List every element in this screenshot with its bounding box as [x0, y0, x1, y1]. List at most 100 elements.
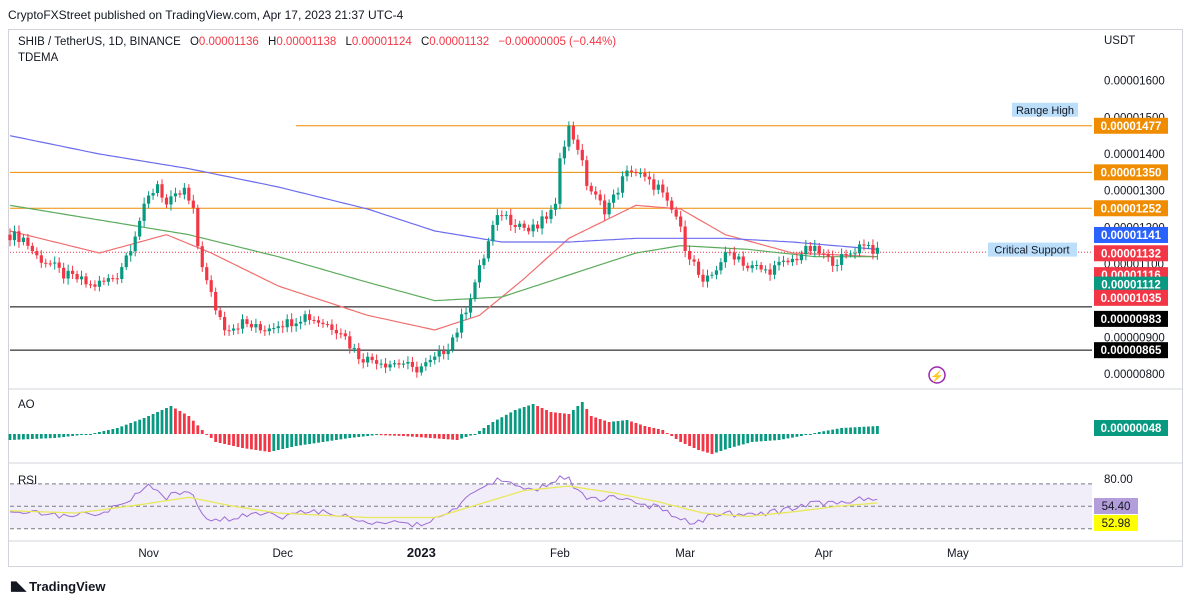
ao-bar	[706, 434, 709, 453]
candle-body	[39, 255, 43, 263]
ao-bar	[428, 434, 432, 438]
candle-body	[562, 146, 567, 159]
range-high-label: Range High	[1016, 105, 1074, 117]
ao-bar	[196, 425, 200, 434]
ao-bar	[531, 404, 535, 434]
ao-bar	[370, 434, 374, 436]
ao-bar	[35, 434, 39, 439]
price-tick-label: 0.00001400	[1104, 149, 1165, 161]
candle-body	[558, 158, 562, 204]
ao-bar	[576, 406, 580, 434]
candle-body	[772, 265, 777, 275]
ao-bar	[871, 426, 875, 434]
ao-bar	[585, 409, 589, 434]
ao-bar	[639, 424, 642, 434]
ao-bar	[214, 434, 218, 442]
ao-bar	[755, 434, 759, 442]
ema-line-green	[9, 204, 878, 302]
ao-bar	[241, 434, 244, 448]
ao-bar	[384, 434, 387, 436]
price-label-bg	[1094, 276, 1168, 293]
ao-bar	[697, 434, 700, 450]
candle-body	[294, 323, 298, 327]
critical-support-label: Critical Support	[994, 245, 1069, 257]
tradingview-footer[interactable]: ▮◣ TradingView	[10, 578, 106, 594]
ao-bar	[209, 434, 213, 438]
ao-bar	[844, 427, 848, 434]
candle-body	[688, 250, 692, 260]
price-legend: SHIB / TetherUS, 1D, BINANCE O0.00001136…	[18, 36, 616, 48]
candle-body	[500, 215, 504, 217]
ao-bar	[791, 434, 794, 438]
candle-body	[428, 359, 432, 363]
candle-body	[442, 350, 446, 355]
tradingview-logo-icon: ▮◣	[10, 578, 26, 593]
ao-bar	[272, 434, 276, 451]
ao-bar	[13, 434, 16, 440]
ao-bar	[106, 430, 110, 434]
ao-bar	[853, 427, 857, 434]
candle-body	[589, 185, 593, 192]
high-label: H	[268, 36, 277, 48]
candle-body	[647, 176, 651, 180]
ao-bar	[451, 434, 455, 440]
candle-body	[540, 216, 544, 229]
ao-bar	[245, 434, 249, 449]
ao-bar	[688, 434, 692, 446]
candle-body	[415, 366, 419, 373]
ao-bar	[30, 434, 34, 439]
ao-bar	[379, 434, 383, 436]
candle-body	[138, 220, 142, 237]
candle-body	[133, 236, 137, 252]
grid-lines	[8, 388, 1183, 542]
candle-body	[571, 125, 575, 140]
candle-body	[553, 203, 558, 210]
candle-body	[509, 214, 513, 225]
candle-body	[200, 246, 204, 268]
price-label: 0.00000983	[1101, 314, 1162, 326]
candle-body	[518, 223, 522, 227]
ao-bar	[223, 434, 227, 444]
candle-body	[227, 330, 231, 332]
range-high-label-bg	[1012, 102, 1078, 117]
ao-bar	[17, 434, 21, 440]
indicator-label[interactable]: TDEMA	[18, 52, 59, 64]
ao-bar	[254, 434, 258, 450]
candle-body	[750, 265, 754, 269]
ema-line-blue	[9, 135, 878, 250]
candle-body	[178, 193, 182, 195]
ao-bar	[612, 421, 615, 434]
candle-body	[330, 324, 334, 330]
ao-bar	[299, 434, 303, 446]
ao-bar	[232, 434, 235, 446]
rsi-ma-value-bg	[1094, 515, 1138, 531]
ao-bar	[723, 434, 727, 450]
time-tick-label: Nov	[138, 548, 159, 560]
price-label: 0.00001132	[1101, 248, 1161, 260]
ao-bar	[759, 434, 763, 442]
symbol-label[interactable]: SHIB / TetherUS, 1D, BINANCE	[18, 36, 181, 48]
ao-bar	[424, 434, 428, 438]
candle-body	[464, 312, 468, 315]
candle-body	[790, 258, 795, 263]
ao-bar	[487, 425, 490, 434]
time-axis[interactable]: Nov Dec 2023 Feb Mar Apr May	[138, 545, 969, 560]
ao-bar	[138, 419, 142, 434]
price-tick-label: 0.00000900	[1104, 332, 1165, 344]
time-tick-label: Apr	[815, 548, 833, 560]
candle-body	[804, 245, 808, 255]
candle-body	[522, 223, 526, 228]
price-label-bg	[1094, 310, 1168, 327]
ao-bar	[518, 408, 522, 434]
ema-lines	[9, 135, 878, 331]
ao-bar	[321, 434, 325, 442]
candle-body	[205, 267, 209, 281]
ao-bar	[464, 434, 468, 437]
ao-bar	[187, 416, 191, 434]
horizontal-levels[interactable]	[10, 125, 1092, 351]
price-axis[interactable]: 0.000008000.000009000.000010000.00001100…	[1094, 35, 1168, 531]
candle-body	[44, 262, 48, 264]
candle-body	[164, 197, 169, 205]
ema-line-red	[9, 204, 878, 331]
